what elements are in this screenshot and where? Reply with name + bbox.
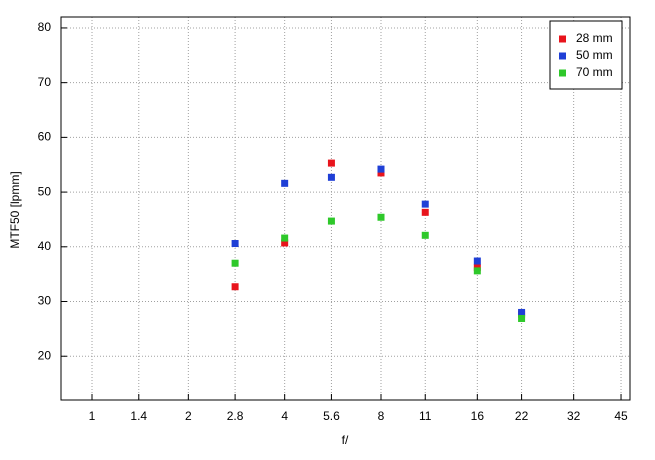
plot-frame <box>60 16 631 401</box>
x-tick-label: 2.8 <box>227 409 244 423</box>
point <box>231 283 239 291</box>
y-tick-label: 30 <box>38 294 52 308</box>
x-tick-label: 8 <box>378 409 385 423</box>
point <box>421 208 429 216</box>
x-tick-label: 45 <box>614 409 628 423</box>
y-axis-label: MTF50 [lpmm] <box>8 171 22 248</box>
point <box>518 314 526 322</box>
x-tick-label: 22 <box>515 409 529 423</box>
y-tick-label: 60 <box>38 130 52 144</box>
x-tick-label: 5.6 <box>323 409 340 423</box>
y-tick-label: 80 <box>38 20 52 34</box>
point <box>281 179 289 187</box>
point <box>231 259 239 267</box>
x-axis-label: f/ <box>342 433 349 447</box>
legend-label: 70 mm <box>576 65 613 79</box>
y-tick-label: 70 <box>38 75 52 89</box>
y-tick-label: 50 <box>38 184 52 198</box>
point <box>377 213 385 221</box>
y-tick-label: 40 <box>38 239 52 253</box>
point <box>421 200 429 208</box>
legend-swatch <box>559 35 566 43</box>
point <box>327 217 335 225</box>
point <box>327 173 335 181</box>
x-tick-label: 11 <box>419 409 432 423</box>
point <box>421 231 429 239</box>
legend-swatch <box>559 52 566 60</box>
point <box>231 240 239 248</box>
point <box>518 308 526 316</box>
legend-label: 28 mm <box>576 31 613 45</box>
point <box>377 165 385 173</box>
point <box>327 159 335 167</box>
point <box>473 257 481 265</box>
point <box>281 234 289 242</box>
legend-label: 50 mm <box>576 48 613 62</box>
point <box>281 239 289 247</box>
legend-swatch <box>559 69 566 77</box>
point <box>473 267 481 275</box>
x-tick-label: 4 <box>281 409 288 423</box>
x-tick-label: 1.4 <box>130 409 147 423</box>
x-tick-label: 1 <box>89 409 96 423</box>
x-tick-label: 32 <box>567 409 581 423</box>
x-tick-label: 2 <box>185 409 192 423</box>
point <box>377 169 385 177</box>
y-tick-label: 20 <box>38 348 52 362</box>
x-tick-label: 16 <box>471 409 485 423</box>
